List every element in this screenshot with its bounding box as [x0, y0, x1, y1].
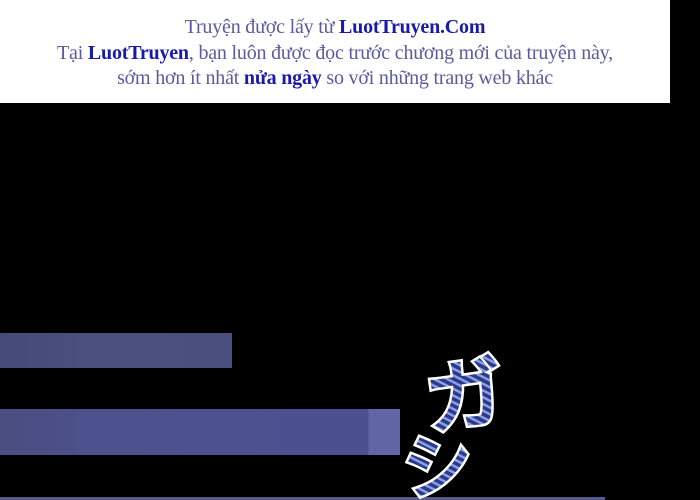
banner-text: , bạn luôn được đọc trước chương mới của…: [188, 41, 613, 64]
banner-emphasis: nửa ngày: [243, 67, 322, 89]
sound-effect: ガ シ: [395, 345, 512, 500]
site-name: LuotTruyen: [87, 41, 189, 64]
banner-text: so với những trang web khác: [321, 67, 553, 89]
speed-line-bar: [0, 409, 400, 455]
source-banner: Truyện được lấy từ LuotTruyen.Com Tại Lu…: [0, 0, 670, 103]
speed-line-bar: [0, 333, 232, 368]
sfx-char-1: ガ: [420, 347, 510, 447]
banner-line-1: Truyện được lấy từ LuotTruyen.Com: [0, 15, 670, 41]
banner-text: sớm hơn ít nhất: [117, 67, 244, 89]
sfx-char-2: シ: [398, 421, 479, 500]
banner-line-3: sớm hơn ít nhất nửa ngày so với những tr…: [0, 66, 670, 92]
banner-line-2: Tại LuotTruyen, bạn luôn được đọc trước …: [0, 41, 670, 67]
site-link[interactable]: LuotTruyen.Com: [339, 16, 486, 38]
speed-line-bar: [0, 497, 605, 500]
banner-text: Truyện được lấy từ: [184, 16, 340, 38]
banner-text: Tại: [57, 41, 88, 64]
